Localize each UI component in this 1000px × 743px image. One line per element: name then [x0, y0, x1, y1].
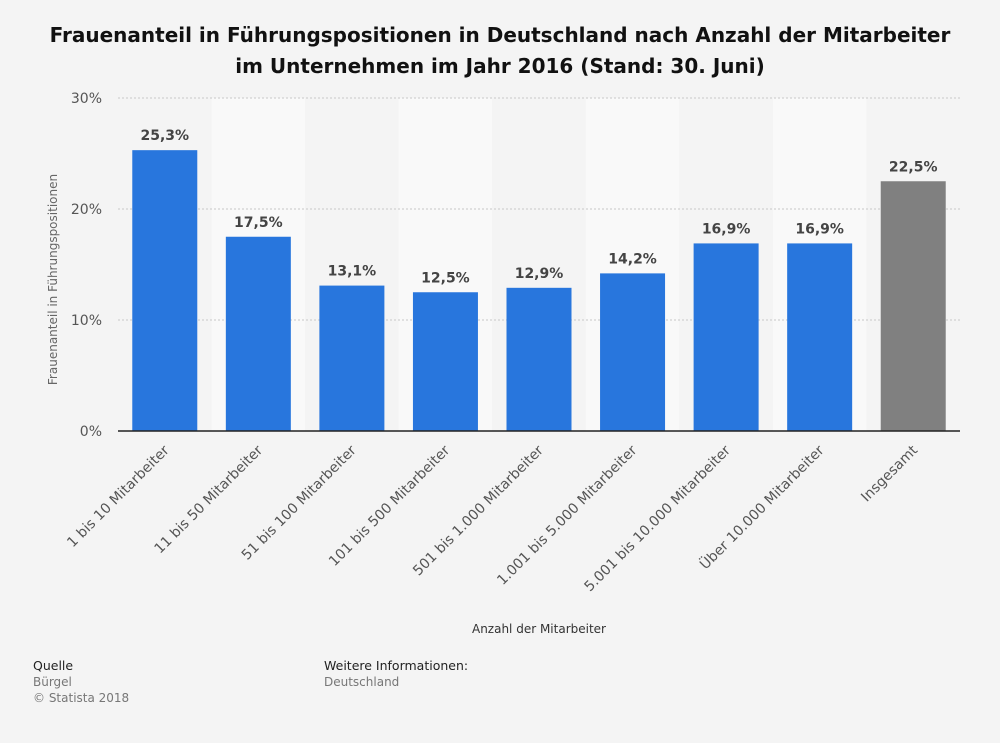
source-text: Bürgel — [33, 675, 72, 689]
value-label: 16,9% — [702, 221, 751, 237]
value-label: 17,5% — [234, 215, 283, 231]
x-tick-label: 11 bis 50 Mitarbeiter — [152, 442, 267, 557]
y-tick-label: 20% — [71, 202, 102, 218]
bar[interactable] — [787, 243, 853, 431]
bar[interactable] — [225, 236, 291, 431]
value-label: 12,9% — [515, 266, 564, 282]
copyright-text: © Statista 2018 — [33, 691, 130, 705]
source-block: Quelle Bürgel © Statista 2018 — [33, 658, 129, 706]
y-axis-label: Frauenanteil in Führungspositionen — [46, 174, 60, 385]
value-label: 22,5% — [889, 159, 938, 175]
info-block: Weitere Informationen: Deutschland — [324, 658, 468, 690]
bar[interactable] — [506, 287, 572, 431]
y-tick-label: 30% — [71, 91, 102, 107]
bar[interactable] — [319, 285, 385, 431]
chart-title: Frauenanteil in Führungspositionen in De… — [49, 23, 951, 78]
x-tick-label: Insgesamt — [858, 442, 921, 505]
bar[interactable] — [600, 273, 666, 431]
bar[interactable] — [412, 292, 478, 431]
bar[interactable] — [693, 243, 759, 431]
info-text: Deutschland — [324, 675, 400, 689]
value-label: 25,3% — [140, 128, 189, 144]
y-tick-label: 10% — [71, 313, 102, 329]
x-tick-label: 5.001 bis 10.000 Mitarbeiter — [582, 442, 735, 595]
x-axis-label: Anzahl der Mitarbeiter — [472, 622, 606, 636]
value-labels: 25,3% 17,5% 13,1% 12,5% 12,9% 14,2% 16,9% 16,9%… — [140, 128, 937, 286]
y-tick-label: 0% — [80, 424, 102, 440]
y-axis-ticks: 0% 10% 20% 30% — [71, 91, 102, 440]
info-heading: Weitere Informationen: — [324, 658, 469, 673]
bar[interactable] — [132, 150, 198, 432]
bar[interactable] — [880, 181, 946, 431]
value-label: 16,9% — [795, 221, 844, 237]
source-heading: Quelle — [33, 658, 74, 673]
value-label: 14,2% — [608, 251, 657, 267]
value-label: 13,1% — [328, 264, 377, 280]
bars — [132, 150, 946, 432]
x-tick-label: 1 bis 10 Mitarbeiter — [64, 442, 172, 550]
value-label: 12,5% — [421, 270, 470, 286]
